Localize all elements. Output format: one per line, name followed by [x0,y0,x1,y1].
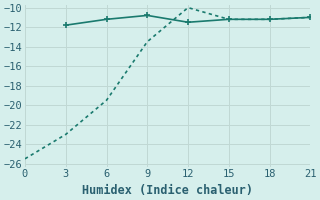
X-axis label: Humidex (Indice chaleur): Humidex (Indice chaleur) [82,184,253,197]
